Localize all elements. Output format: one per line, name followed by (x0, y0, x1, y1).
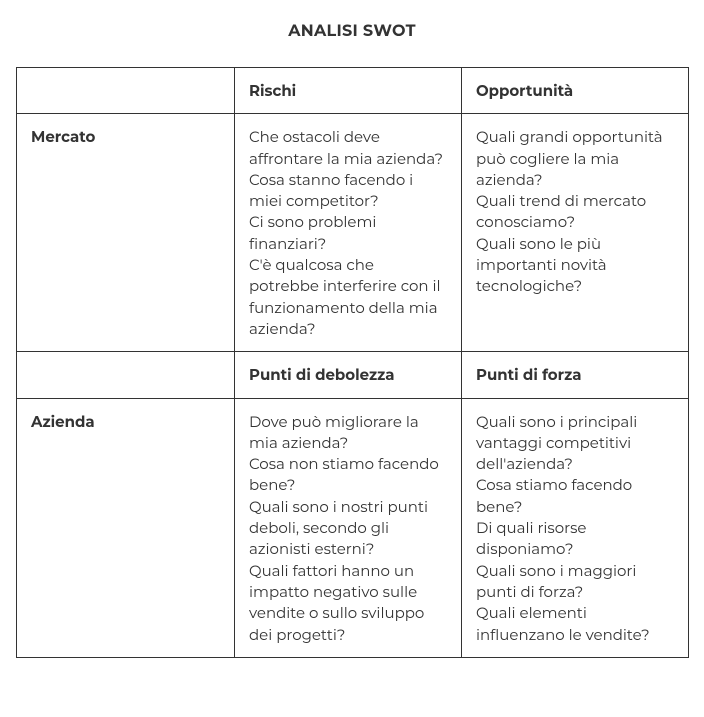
cell-opportunita-mercato: Quali grandi opportunità può cogliere la… (462, 114, 689, 352)
question-line: Cosa stiamo facendo bene? (476, 474, 674, 517)
table-header-row: Punti di debolezza Punti di forza (17, 352, 689, 398)
table-row: Mercato Che ostacoli deve affrontare la … (17, 114, 689, 352)
header-forza: Punti di forza (462, 352, 689, 398)
question-line: Quali sono i maggiori punti di forza? (476, 560, 674, 603)
header-rischi: Rischi (235, 68, 462, 114)
header-debolezza: Punti di debolezza (235, 352, 462, 398)
cell-rischi-mercato: Che ostacoli deve affrontare la mia azie… (235, 114, 462, 352)
row-label-mercato: Mercato (17, 114, 235, 352)
question-line: Di quali risorse disponiamo? (476, 517, 674, 560)
question-line: Dove può migliorare la mia azienda? (249, 411, 447, 454)
question-line: Cosa non stiamo facendo bene? (249, 453, 447, 496)
question-line: Quali trend di mercato conosciamo? (476, 190, 674, 233)
question-line: Quali sono i principali vantaggi competi… (476, 411, 674, 475)
question-line: C'è qualcosa che potrebbe interferire co… (249, 254, 447, 339)
question-line: Ci sono problemi finanziari? (249, 211, 447, 254)
page-title: ANALISI SWOT (16, 22, 688, 41)
swot-table: Rischi Opportunità Mercato Che ostacoli … (16, 67, 689, 658)
cell-debolezza-azienda: Dove può migliorare la mia azienda? Cosa… (235, 398, 462, 657)
table-row: Azienda Dove può migliorare la mia azien… (17, 398, 689, 657)
row-label-azienda: Azienda (17, 398, 235, 657)
question-line: Quali sono i nostri punti deboli, second… (249, 496, 447, 560)
header-blank (17, 352, 235, 398)
question-line: Quali grandi opportunità può cogliere la… (476, 126, 674, 190)
question-line: Che ostacoli deve affrontare la mia azie… (249, 126, 447, 169)
header-opportunita: Opportunità (462, 68, 689, 114)
question-line: Quali elementi influenzano le vendite? (476, 602, 674, 645)
question-line: Quali sono le più importanti novità tecn… (476, 233, 674, 297)
question-line: Cosa stanno facendo i miei competitor? (249, 169, 447, 212)
header-blank (17, 68, 235, 114)
table-header-row: Rischi Opportunità (17, 68, 689, 114)
question-line: Quali fattori hanno un impatto negativo … (249, 560, 447, 645)
cell-forza-azienda: Quali sono i principali vantaggi competi… (462, 398, 689, 657)
